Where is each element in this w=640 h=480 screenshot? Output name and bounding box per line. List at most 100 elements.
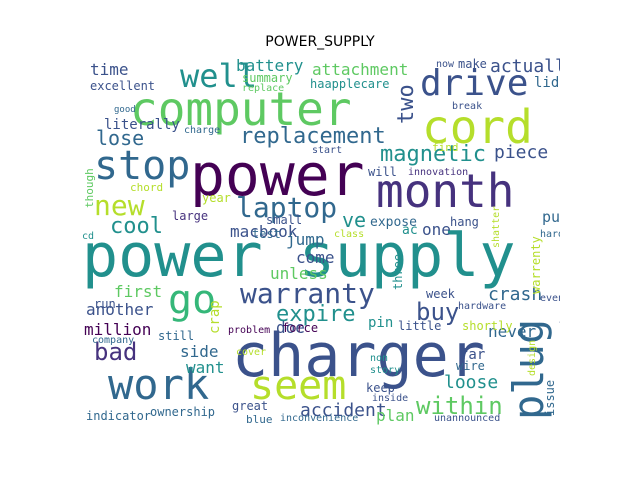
word-within: within [416,392,503,420]
word-replace: replace [242,83,285,94]
word-small: small [266,213,303,227]
word-now: now [436,59,455,70]
word-bad: bad [94,338,138,366]
word-cord: cord [422,100,533,154]
word-ownership: ownership [150,405,216,419]
word-crash: crash [488,284,543,305]
word-side: side [180,342,219,361]
word-haapplecare: haapplecare [310,77,390,91]
word-will: will [368,165,397,179]
word-pin: pin [368,315,394,331]
word-unless: unless [270,264,328,283]
word-time: time [90,60,129,79]
word-warrenty: warrenty [529,236,543,294]
word-unannounced: unannounced [434,413,501,424]
word-actually: actually [490,58,560,77]
word-blue: blue [246,413,273,426]
word-two: two [394,84,419,124]
word-plan: plan [376,406,415,425]
word-doe: doe [276,318,305,337]
word-computer: computer [130,82,352,136]
word-innovation: innovation [408,167,469,178]
word-summary: summary [242,71,293,85]
word-keep: keep [366,381,395,395]
word-force: force [282,321,319,335]
word-design: design [527,339,538,376]
word-year: year [202,191,231,205]
word-power: power [190,141,365,209]
word-cover: cover [236,347,267,358]
word-hard: hard [540,229,560,240]
word-though: though [83,168,96,208]
word-expose: expose [370,215,417,230]
word-power-supply: power supply [82,221,516,291]
word-one: one [422,220,451,239]
word-start: start [312,145,343,156]
word-never: never [488,322,537,341]
word-buy: buy [416,298,460,326]
word-seem: seem [250,363,347,409]
word-test: test [252,227,281,241]
word-jump: jump [286,230,325,249]
word-cool: cool [110,214,163,239]
word-ve: ve [342,208,367,232]
word-problem: problem [228,325,271,336]
word-find: find [432,141,459,154]
chart-title: POWER_SUPPLY [265,34,375,50]
word-good: good [114,105,136,115]
word-wire: wire [456,359,485,373]
word-hardware: hardware [458,301,507,312]
word-class: class [334,229,365,240]
word-charger: charger [232,321,485,391]
word-battery: battery [236,58,304,75]
word-work: work [108,360,210,409]
word-stop: stop [94,143,191,189]
word-another: another [86,300,154,319]
word-non: non [370,353,389,364]
word-literally: literally [104,117,180,133]
word-run: run [94,297,116,311]
word-excellent: excellent [90,79,156,93]
word-month: month [376,164,515,218]
word-drive: drive [420,63,529,104]
word-crap: crap [207,300,223,334]
word-loose: loose [444,372,499,393]
word-lid: lid [534,75,560,91]
word-expire: expire [276,302,356,327]
word-well: well [180,58,258,95]
word-large: large [172,209,209,223]
word-lose: lose [96,126,145,150]
word-want: want [186,358,225,377]
word-still: still [158,329,195,343]
word-inside: inside [372,393,409,404]
word-indicator: indicator [86,409,152,423]
word-ac: ac [402,223,418,238]
word-magnetic: magnetic [380,142,486,167]
word-cloud: power supply charger power month computer cor… [80,58,560,428]
word-great: great [232,399,269,413]
word-cd: cd [82,231,95,242]
word-issue: issue [543,379,557,416]
word-shortly: shortly [462,319,513,333]
word-story: story [370,365,401,376]
word-little: little [398,319,442,333]
word-piece: piece [494,142,549,163]
word-make: make [458,58,487,71]
word-charge: charge [184,125,221,136]
word-far: far [460,347,486,363]
word-chord: chord [130,181,164,194]
word-million: million [84,320,152,339]
word-macbook: macbook [230,222,298,241]
word-company: company [92,335,135,346]
word-inconvenience: inconvenience [280,413,359,424]
word-laptop: laptop [236,191,338,224]
word-first: first [114,282,163,301]
word-go: go [168,277,217,323]
word-shatter: shatter [491,205,502,248]
word-warranty: warranty [240,277,375,310]
word-replacement: replacement [240,124,386,149]
word-attachment: attachment [312,60,409,79]
word-hang: hang [450,215,479,229]
word-accident: accident [300,400,387,421]
word-come: come [296,248,335,267]
